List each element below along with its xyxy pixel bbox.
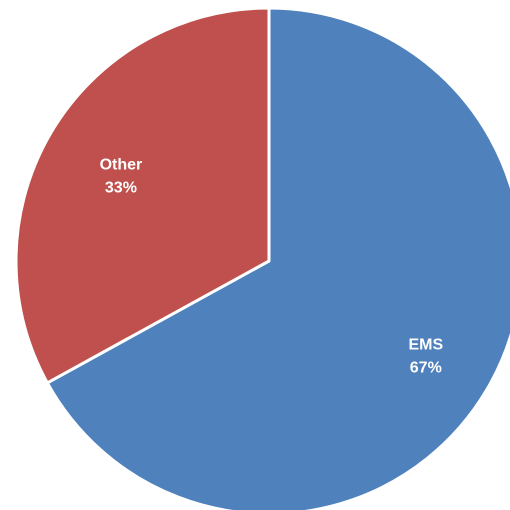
pie-label-other-percent: 33% [105, 179, 137, 196]
pie-slices [14, 6, 510, 510]
pie-slice-other [14, 6, 271, 385]
pie-label-ems-name: EMS [408, 337, 443, 354]
pie-label-other-name: Other [100, 156, 143, 173]
pie-labels: EMS 67% Other 33% [100, 156, 444, 376]
pie-slice-ems [45, 6, 510, 510]
pie-label-ems-percent: 67% [410, 360, 442, 377]
